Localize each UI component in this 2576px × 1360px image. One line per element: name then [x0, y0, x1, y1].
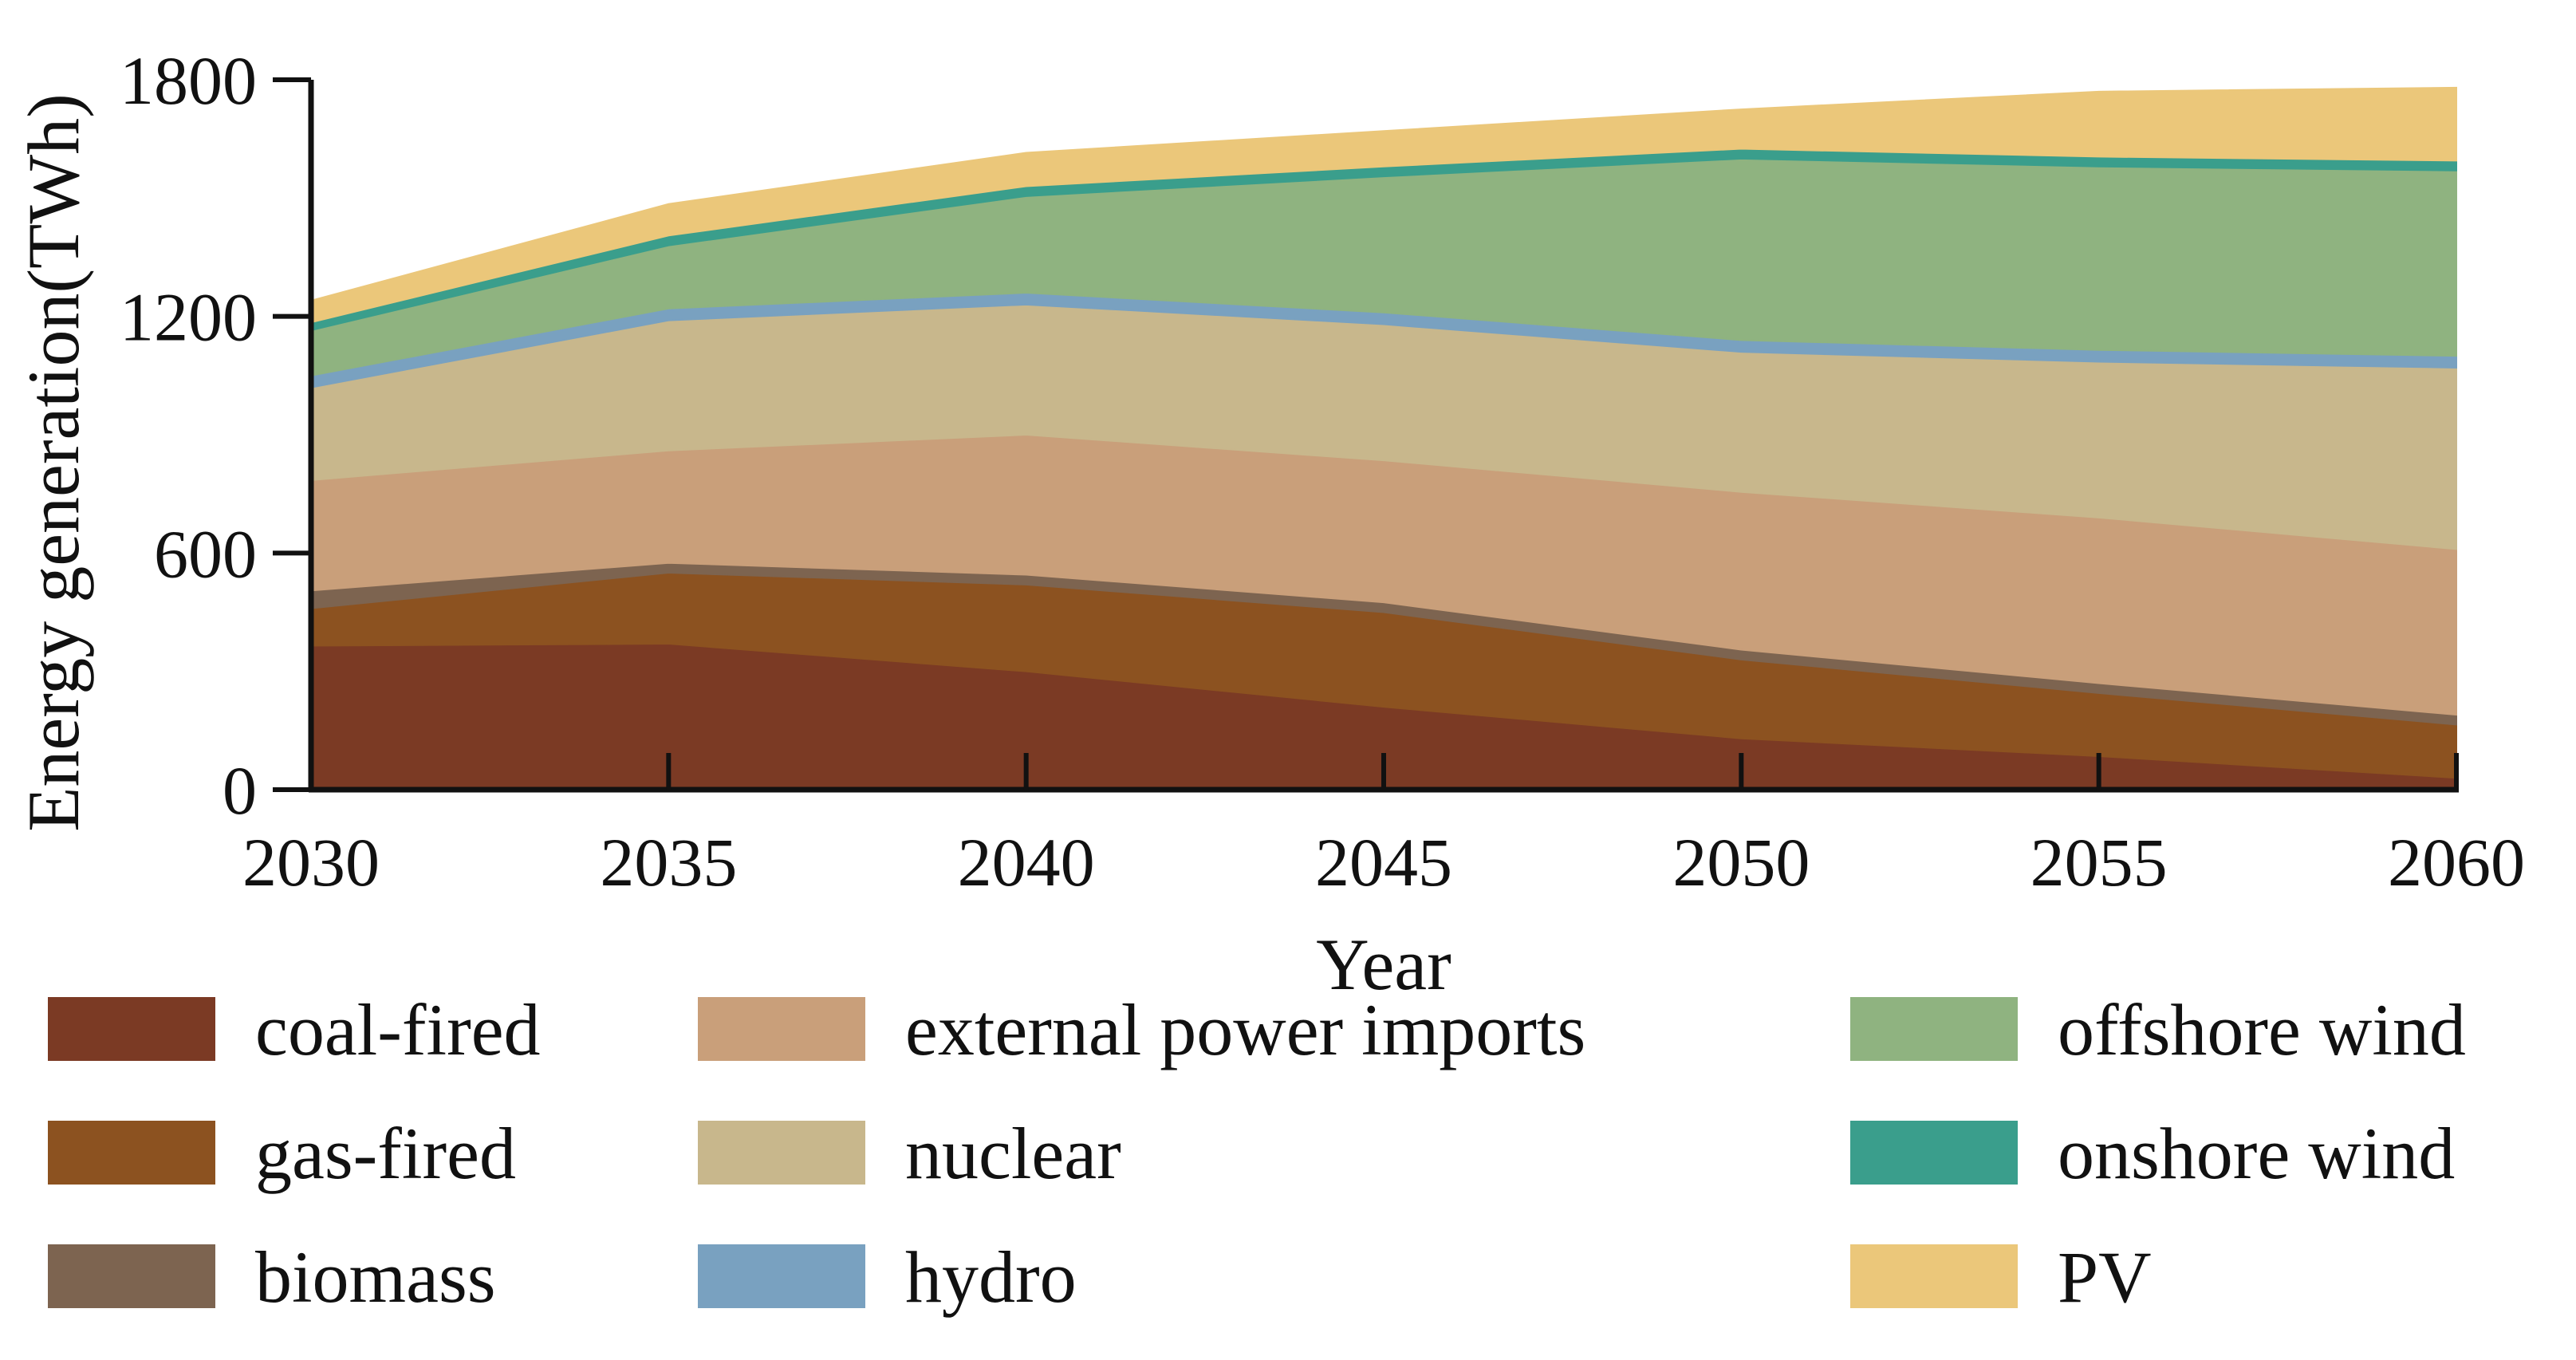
- y-tick-label: 1800: [120, 42, 257, 119]
- x-tick-label: 2050: [1672, 824, 1810, 901]
- legend-swatch-coal-fired: [48, 997, 215, 1061]
- legend-label-nuclear: nuclear: [905, 1113, 1121, 1194]
- area-series-group: [310, 86, 2457, 790]
- axes-group: 0 600 1200 1800 2030 2035 2040 2045 2050 2055 2060: [120, 42, 2525, 901]
- area-PV: [310, 86, 2457, 324]
- legend-label-PV: PV: [2058, 1236, 2152, 1318]
- legend-swatch-hydro: [698, 1244, 865, 1308]
- x-tick-label: 2060: [2388, 824, 2525, 901]
- legend-label-external-power-imports: external power imports: [905, 989, 1585, 1070]
- y-tick-label: 1200: [120, 279, 257, 356]
- legend-swatch-offshore-wind: [1850, 997, 2018, 1061]
- legend-label-offshore-wind: offshore wind: [2058, 989, 2466, 1070]
- x-tick-label: 2030: [242, 824, 380, 901]
- x-tick-label: 2040: [958, 824, 1095, 901]
- y-tick-label: 600: [154, 515, 257, 592]
- legend-label-onshore-wind: onshore wind: [2058, 1113, 2455, 1194]
- legend-label-coal-fired: coal-fired: [255, 989, 541, 1070]
- legend-swatch-PV: [1850, 1244, 2018, 1308]
- legend-label-gas-fired: gas-fired: [255, 1113, 516, 1194]
- legend: coal-fired gas-fired biomass external power…: [48, 989, 2466, 1318]
- y-tick-label: 0: [223, 752, 257, 829]
- x-tick-label: 2055: [2030, 824, 2168, 901]
- x-tick-label: 2045: [1315, 824, 1452, 901]
- y-axis-title: Energy generation(TWh): [13, 93, 94, 832]
- legend-swatch-gas-fired: [48, 1121, 215, 1185]
- legend-label-hydro: hydro: [905, 1236, 1077, 1318]
- legend-swatch-external-power-imports: [698, 997, 865, 1061]
- legend-label-biomass: biomass: [255, 1236, 496, 1318]
- x-axis-title: Year: [1316, 924, 1451, 1005]
- legend-swatch-onshore-wind: [1850, 1121, 2018, 1185]
- legend-swatch-biomass: [48, 1244, 215, 1308]
- x-tick-label: 2035: [600, 824, 737, 901]
- legend-swatch-nuclear: [698, 1121, 865, 1185]
